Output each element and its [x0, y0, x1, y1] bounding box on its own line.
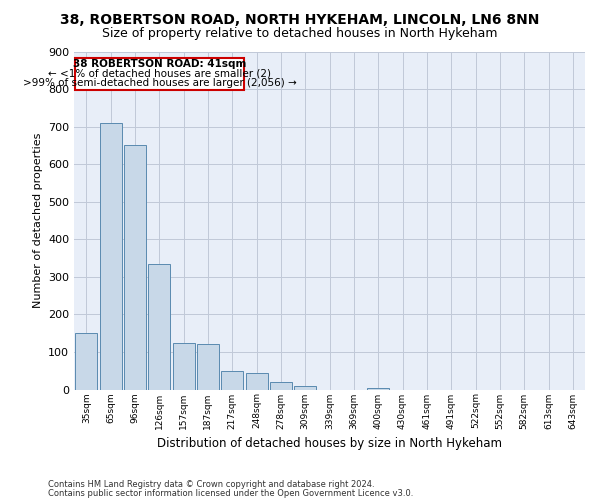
Text: >99% of semi-detached houses are larger (2,056) →: >99% of semi-detached houses are larger … — [23, 78, 296, 88]
Text: Contains public sector information licensed under the Open Government Licence v3: Contains public sector information licen… — [48, 488, 413, 498]
Bar — [100, 123, 122, 390]
Bar — [124, 146, 146, 390]
Bar — [197, 344, 219, 390]
Bar — [295, 386, 316, 390]
Bar — [76, 333, 97, 390]
Bar — [221, 370, 243, 390]
FancyBboxPatch shape — [74, 58, 244, 90]
Text: 38 ROBERTSON ROAD: 41sqm: 38 ROBERTSON ROAD: 41sqm — [73, 60, 246, 70]
Bar — [367, 388, 389, 390]
Text: 38, ROBERTSON ROAD, NORTH HYKEHAM, LINCOLN, LN6 8NN: 38, ROBERTSON ROAD, NORTH HYKEHAM, LINCO… — [61, 12, 539, 26]
Y-axis label: Number of detached properties: Number of detached properties — [32, 133, 43, 308]
X-axis label: Distribution of detached houses by size in North Hykeham: Distribution of detached houses by size … — [157, 437, 502, 450]
Bar — [173, 342, 194, 390]
Bar — [270, 382, 292, 390]
Text: Size of property relative to detached houses in North Hykeham: Size of property relative to detached ho… — [102, 28, 498, 40]
Text: ← <1% of detached houses are smaller (2): ← <1% of detached houses are smaller (2) — [48, 69, 271, 79]
Bar — [245, 372, 268, 390]
Bar — [148, 264, 170, 390]
Text: Contains HM Land Registry data © Crown copyright and database right 2024.: Contains HM Land Registry data © Crown c… — [48, 480, 374, 489]
